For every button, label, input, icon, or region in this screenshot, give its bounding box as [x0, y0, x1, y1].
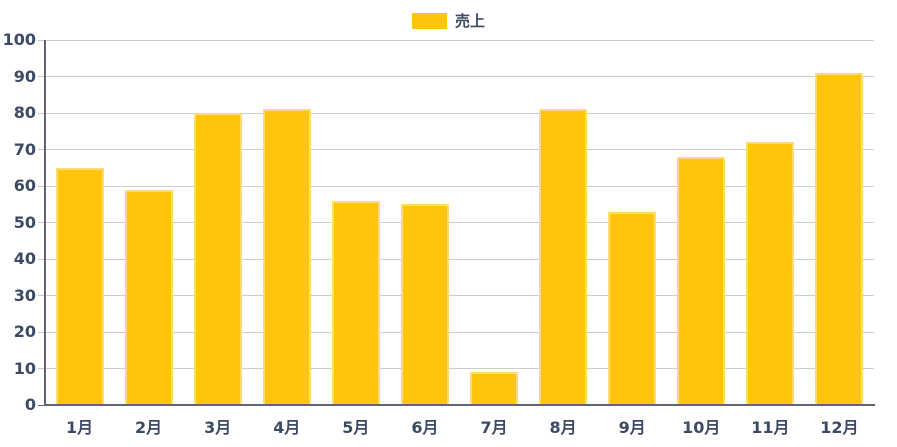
x-axis-line	[44, 404, 875, 406]
y-tick	[38, 185, 45, 187]
y-gridline	[45, 295, 874, 296]
bar-2月[interactable]	[124, 189, 173, 405]
x-axis-label: 4月	[273, 418, 301, 437]
y-gridline	[45, 331, 874, 333]
bar-7月[interactable]	[470, 372, 519, 405]
bar-1月[interactable]	[55, 167, 104, 405]
bar-10月[interactable]	[677, 156, 726, 405]
y-tick	[38, 112, 45, 114]
y-axis-label: 50	[13, 212, 36, 232]
legend-item-sales[interactable]: 売上	[411, 10, 485, 31]
y-axis-label: 20	[13, 322, 36, 341]
x-axis-label: 10月	[682, 418, 721, 437]
y-tick	[38, 39, 45, 41]
x-axis-label: 11月	[751, 418, 790, 437]
bar-12月[interactable]	[815, 72, 864, 405]
y-tick	[38, 258, 45, 260]
x-axis-label: 3月	[204, 418, 232, 437]
x-axis-label: 2月	[135, 418, 163, 437]
legend: 売上	[0, 10, 897, 31]
x-axis-label: 12月	[820, 418, 859, 437]
bar-6月[interactable]	[400, 204, 449, 405]
y-gridline	[45, 39, 874, 41]
y-tick	[38, 331, 45, 333]
bar-5月[interactable]	[331, 200, 380, 405]
y-tick	[38, 368, 45, 369]
x-axis-label: 5月	[342, 418, 370, 437]
y-tick	[38, 149, 45, 150]
x-axis-label: 8月	[549, 418, 577, 437]
legend-swatch-icon	[411, 12, 447, 29]
y-tick	[38, 404, 45, 406]
y-gridline	[45, 222, 874, 223]
bar-4月[interactable]	[262, 109, 311, 405]
y-axis-label: 90	[13, 66, 36, 86]
x-axis-label: 1月	[65, 418, 94, 437]
x-axis-label: 9月	[618, 418, 646, 437]
y-tick	[38, 295, 45, 296]
y-gridline	[45, 112, 874, 114]
y-gridline	[45, 368, 874, 369]
bar-3月[interactable]	[193, 113, 242, 405]
y-tick	[38, 222, 45, 223]
y-axis-line	[44, 40, 46, 405]
x-axis-label: 6月	[411, 418, 439, 437]
y-gridline	[45, 258, 874, 260]
x-axis-label: 7月	[480, 418, 508, 437]
y-axis-label: 30	[13, 285, 36, 305]
y-axis-label: 40	[13, 249, 36, 268]
y-axis-label: 10	[13, 358, 36, 378]
bar-8月[interactable]	[539, 109, 588, 405]
y-axis-label: 60	[13, 176, 36, 195]
y-gridline	[45, 76, 874, 77]
y-axis-label: 70	[13, 139, 36, 159]
bar-9月[interactable]	[608, 211, 657, 405]
y-gridline	[45, 185, 874, 187]
legend-label: 売上	[454, 12, 485, 30]
y-axis-label: 80	[13, 103, 36, 122]
y-axis-label: 100	[2, 30, 36, 49]
y-axis-label: 0	[24, 395, 36, 414]
bar-11月[interactable]	[746, 142, 795, 405]
y-gridline	[45, 149, 874, 150]
y-tick	[38, 76, 45, 77]
